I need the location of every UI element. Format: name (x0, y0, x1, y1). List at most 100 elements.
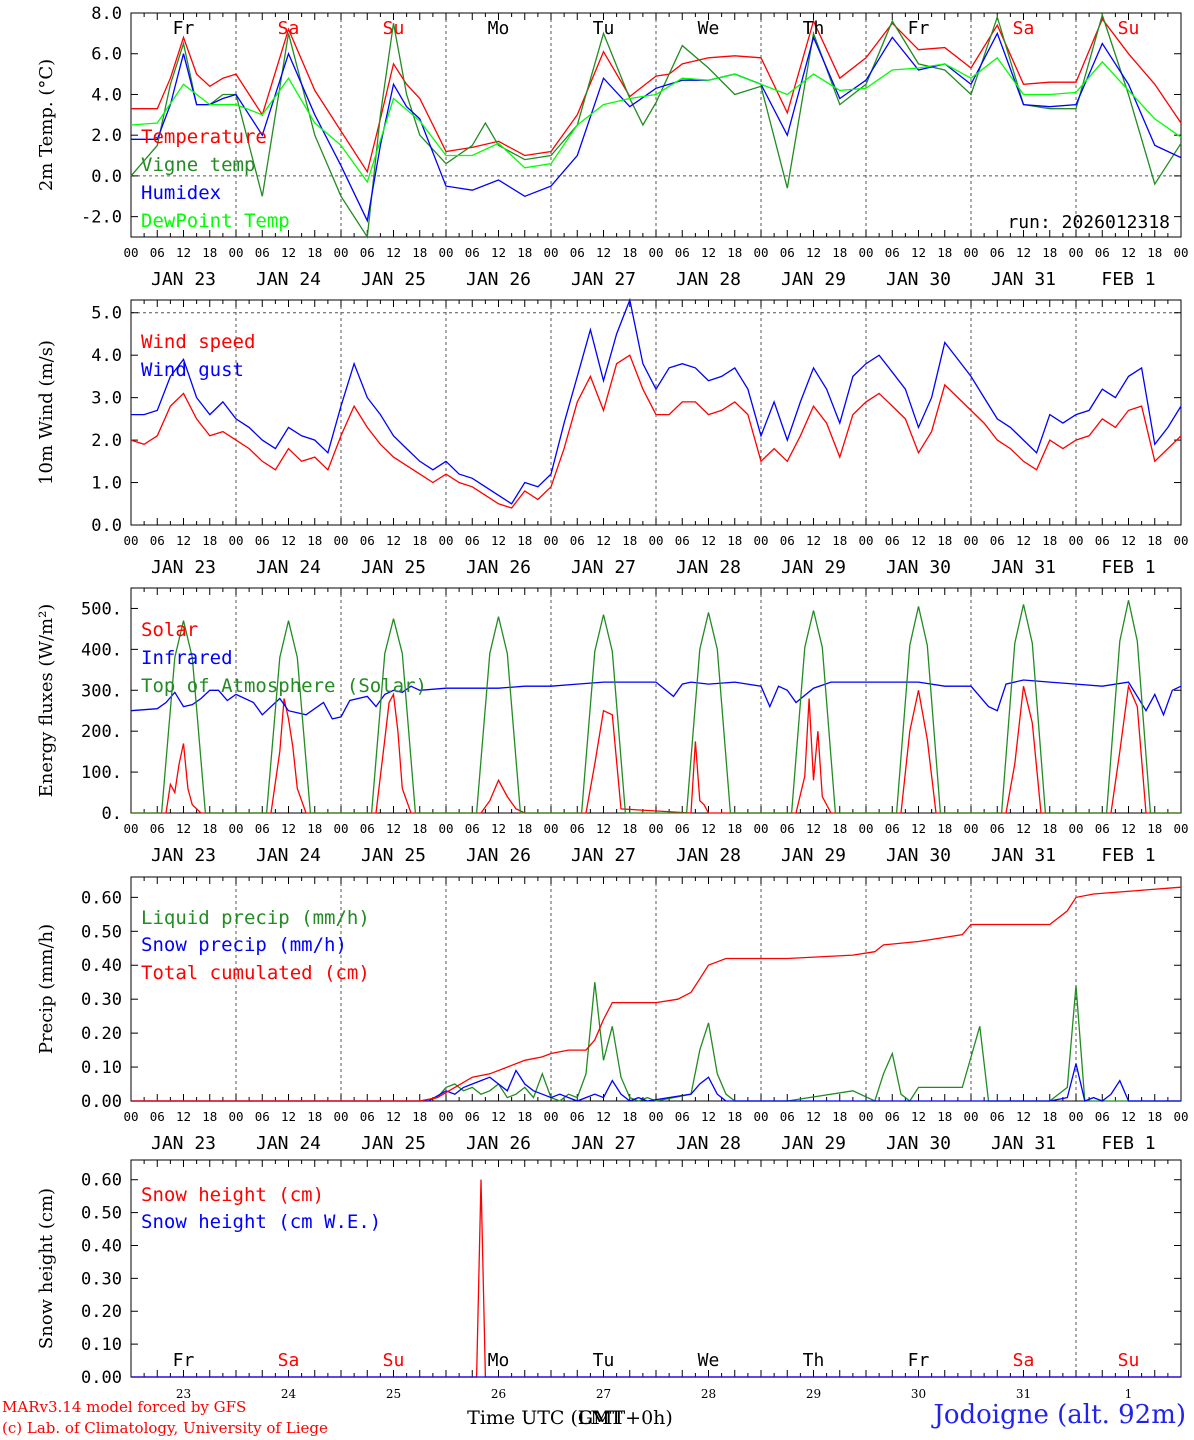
hour-tick-label: 12 (281, 1109, 296, 1124)
legend-entry: Humidex (141, 182, 221, 204)
weekday-label: Su (383, 18, 405, 39)
hour-tick-label: 00 (963, 821, 978, 836)
hour-tick-label: 00 (1068, 821, 1083, 836)
hour-tick-label: 06 (255, 245, 270, 260)
y-axis-label: Snow height (cm) (36, 1188, 57, 1349)
day-label: JAN 27 (571, 1133, 636, 1154)
hour-tick-label: 12 (176, 821, 191, 836)
hour-tick-label: 06 (360, 1109, 375, 1124)
hour-tick-label: 00 (858, 1109, 873, 1124)
day-number-label: 23 (176, 1387, 191, 1401)
hour-tick-label: 06 (570, 1109, 585, 1124)
y-tick-label: -2.0 (81, 208, 122, 228)
hour-tick-label: 00 (228, 1109, 243, 1124)
weekday-label: Sa (278, 1350, 300, 1371)
hour-tick-label: 00 (438, 821, 453, 836)
y-tick-label: 0.60 (81, 888, 122, 908)
y-tick-label: 0.60 (81, 1171, 122, 1191)
day-label: JAN 31 (991, 1133, 1056, 1154)
y-axis-label: Energy fluxes (W/m²) (36, 604, 57, 798)
hour-tick-label: 18 (517, 821, 532, 836)
y-tick-label: 1.0 (91, 474, 122, 494)
hour-tick-label: 06 (990, 533, 1005, 548)
hour-tick-label: 06 (570, 245, 585, 260)
hour-tick-label: 00 (963, 533, 978, 548)
day-label: JAN 28 (676, 269, 741, 290)
hour-tick-label: 18 (1042, 533, 1057, 548)
hour-tick-label: 18 (622, 1109, 637, 1124)
day-label: JAN 23 (151, 1133, 216, 1154)
hour-tick-label: 12 (386, 533, 401, 548)
hour-tick-label: 18 (1147, 1109, 1162, 1124)
series-line-snow-precip-mm-h- (131, 1063, 1181, 1102)
y-tick-label: 0.30 (81, 990, 122, 1010)
legend-entry: Wind speed (141, 331, 255, 353)
weekday-label: Su (1118, 18, 1140, 39)
hour-tick-label: 12 (911, 1109, 926, 1124)
hour-tick-label: 18 (1042, 1109, 1057, 1124)
hour-tick-label: 06 (675, 533, 690, 548)
day-label: JAN 30 (886, 845, 951, 866)
weekday-label: Sa (1013, 18, 1035, 39)
day-label: JAN 25 (361, 269, 426, 290)
y-tick-label: 0.00 (81, 1092, 122, 1112)
hour-tick-label: 18 (517, 1109, 532, 1124)
day-number-label: 1 (1125, 1387, 1133, 1401)
series-line-wind-gust (131, 297, 1182, 505)
day-label: JAN 29 (781, 557, 846, 578)
y-tick-label: 100. (81, 763, 122, 783)
y-tick-label: 400. (81, 640, 122, 660)
hour-tick-label: 18 (307, 245, 322, 260)
weekday-label: Su (383, 1350, 405, 1371)
hour-tick-label: 00 (1173, 821, 1188, 836)
day-label: JAN 30 (886, 1133, 951, 1154)
hour-tick-label: 00 (543, 821, 558, 836)
y-axis-label: Precip (mm/h) (36, 924, 57, 1054)
hour-tick-label: 18 (622, 245, 637, 260)
hour-tick-label: 00 (648, 533, 663, 548)
y-tick-label: 500. (81, 599, 122, 619)
hour-tick-label: 18 (202, 821, 217, 836)
hour-tick-label: 12 (911, 821, 926, 836)
day-number-label: 30 (911, 1387, 926, 1401)
legend-entry: Solar (141, 619, 198, 641)
y-tick-label: 300. (81, 681, 122, 701)
hour-tick-label: 12 (806, 1109, 821, 1124)
hour-tick-label: 06 (780, 533, 795, 548)
hour-tick-label: 00 (1068, 245, 1083, 260)
hour-tick-label: 06 (885, 245, 900, 260)
hour-tick-label: 12 (1016, 245, 1031, 260)
hour-tick-label: 00 (753, 1109, 768, 1124)
y-tick-label: 2.0 (91, 431, 122, 451)
weekday-label: Sa (1013, 1350, 1035, 1371)
hour-tick-label: 06 (255, 821, 270, 836)
hour-tick-label: 12 (1121, 821, 1136, 836)
legend-entry: Snow precip (mm/h) (141, 934, 347, 956)
hour-tick-label: 00 (1068, 1109, 1083, 1124)
hour-tick-label: 06 (570, 821, 585, 836)
hour-tick-label: 06 (150, 1109, 165, 1124)
day-label: JAN 26 (466, 845, 531, 866)
weekday-label: Mo (488, 1350, 510, 1371)
hour-tick-label: 18 (307, 1109, 322, 1124)
day-label: JAN 28 (676, 1133, 741, 1154)
hour-tick-label: 00 (963, 1109, 978, 1124)
hour-tick-label: 06 (255, 533, 270, 548)
legend-entry: Snow height (cm) (141, 1184, 324, 1206)
series-line-humidex (131, 31, 1182, 223)
weekday-label: Th (803, 18, 825, 39)
y-tick-label: 0.30 (81, 1269, 122, 1289)
y-tick-label: 8.0 (91, 4, 122, 24)
hour-tick-label: 12 (386, 1109, 401, 1124)
hour-tick-label: 18 (727, 821, 742, 836)
day-label: JAN 28 (676, 557, 741, 578)
hour-tick-label: 00 (648, 821, 663, 836)
hour-tick-label: 12 (596, 1109, 611, 1124)
day-label: JAN 23 (151, 845, 216, 866)
day-label: JAN 24 (256, 557, 321, 578)
day-label: JAN 25 (361, 557, 426, 578)
station-name: Jodoigne (alt. 92m) (933, 1400, 1186, 1430)
hour-tick-label: 06 (1095, 245, 1110, 260)
hour-tick-label: 18 (202, 533, 217, 548)
